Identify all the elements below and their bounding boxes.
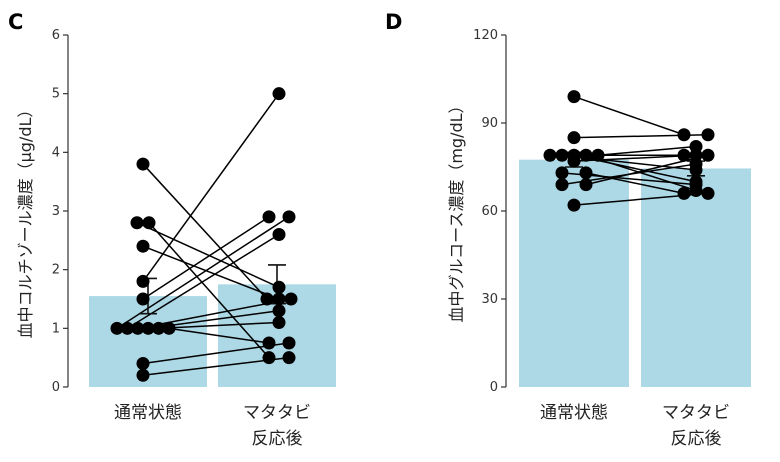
data-point-normal — [136, 292, 150, 306]
data-point-normal — [567, 131, 581, 145]
data-point-matatabi — [701, 148, 715, 162]
data-point-matatabi — [272, 292, 286, 306]
y-tick-label: 2 — [52, 263, 60, 278]
data-point-matatabi — [701, 128, 715, 142]
pair-line — [116, 216, 290, 329]
y-tick-label: 60 — [481, 204, 498, 219]
bar-matatabi — [641, 168, 751, 387]
y-ticks-d: 0 30 60 90 120 — [473, 28, 506, 395]
data-point-normal — [567, 90, 581, 104]
pair-line — [127, 233, 280, 329]
data-point-normal — [591, 148, 605, 162]
y-tick-label: 3 — [52, 204, 60, 219]
pair-line — [168, 327, 270, 344]
pair-line — [136, 222, 280, 288]
y-axis-label-d: 血中グルコース濃度（mg/dL） — [447, 97, 466, 322]
category-label-normal-c: 通常状態 — [114, 403, 182, 423]
data-point-matatabi — [272, 304, 286, 318]
data-point-matatabi — [689, 157, 703, 171]
y-tick-label: 4 — [52, 145, 60, 160]
pair-line — [142, 216, 270, 300]
data-point-normal — [579, 166, 593, 180]
data-point-matatabi — [262, 210, 276, 224]
data-point-normal — [152, 321, 166, 335]
data-point-normal — [136, 157, 150, 171]
data-point-normal — [142, 216, 156, 230]
data-point-normal — [136, 357, 150, 371]
y-tick-label: 0 — [52, 380, 60, 395]
y-tick-label: 120 — [473, 28, 498, 43]
pair-line — [158, 321, 280, 330]
data-point-matatabi — [272, 227, 286, 241]
panel-label-c: C — [8, 10, 23, 34]
category-label-after-d: 反応後 — [671, 429, 722, 449]
pair-lines-c — [116, 93, 292, 377]
y-tick-label: 6 — [52, 28, 60, 43]
pair-line — [597, 145, 697, 157]
bars-d — [519, 159, 751, 387]
y-tick-label: 90 — [481, 116, 498, 131]
data-point-normal — [579, 148, 593, 162]
data-point-normal — [110, 321, 124, 335]
data-point-matatabi — [689, 178, 703, 192]
data-point-matatabi — [282, 336, 296, 350]
category-label-matatabi-c: マタタビ — [243, 403, 311, 423]
data-point-normal — [579, 178, 593, 192]
data-point-matatabi — [260, 292, 274, 306]
bars-c — [89, 284, 336, 387]
y-axis-label-c: 血中コルチゾール濃度（μg/dL） — [16, 102, 35, 339]
y-tick-label: 5 — [52, 87, 60, 102]
data-point-matatabi — [677, 148, 691, 162]
data-point-matatabi — [272, 280, 286, 294]
bar-normal — [519, 159, 629, 387]
pair-line — [142, 93, 280, 282]
y-tick-label: 30 — [481, 292, 498, 307]
data-point-matatabi — [282, 351, 296, 365]
y-tick-label: 1 — [52, 321, 60, 336]
pair-line — [142, 245, 280, 300]
data-point-matatabi — [677, 128, 691, 142]
data-point-matatabi — [284, 292, 298, 306]
category-label-normal-d: 通常状態 — [540, 403, 608, 423]
data-point-matatabi — [677, 186, 691, 200]
category-label-after-c: 反応後 — [252, 429, 303, 449]
y-ticks-c: 0 1 2 3 4 5 6 — [52, 28, 68, 395]
data-point-normal — [136, 274, 150, 288]
data-point-matatabi — [701, 186, 715, 200]
pair-line — [585, 172, 685, 195]
data-point-normal — [567, 198, 581, 212]
data-point-normal — [162, 321, 176, 335]
points-c — [110, 87, 298, 382]
data-point-matatabi — [272, 87, 286, 101]
y-tick-label: 0 — [490, 380, 498, 395]
data-point-normal — [555, 148, 569, 162]
data-point-matatabi — [262, 336, 276, 350]
points-d — [543, 90, 715, 212]
data-point-normal — [543, 148, 557, 162]
data-point-normal — [567, 154, 581, 168]
data-point-matatabi — [282, 210, 296, 224]
data-point-matatabi — [272, 315, 286, 329]
data-point-normal — [131, 321, 145, 335]
data-point-normal — [141, 321, 155, 335]
pair-line — [573, 95, 685, 136]
data-point-normal — [555, 178, 569, 192]
panel-c: C 血中コルチゾール濃度（μg/dL） 0 1 2 3 4 5 6 通常状態 マタタビ 反応… — [8, 10, 336, 449]
data-point-normal — [120, 321, 134, 335]
pair-line — [142, 163, 268, 300]
category-label-matatabi-d: マタタビ — [662, 403, 730, 423]
data-point-normal — [130, 216, 144, 230]
data-point-normal — [136, 239, 150, 253]
data-point-normal — [136, 368, 150, 382]
data-point-normal — [555, 166, 569, 180]
panel-label-d: D — [385, 10, 402, 34]
data-point-matatabi — [262, 351, 276, 365]
